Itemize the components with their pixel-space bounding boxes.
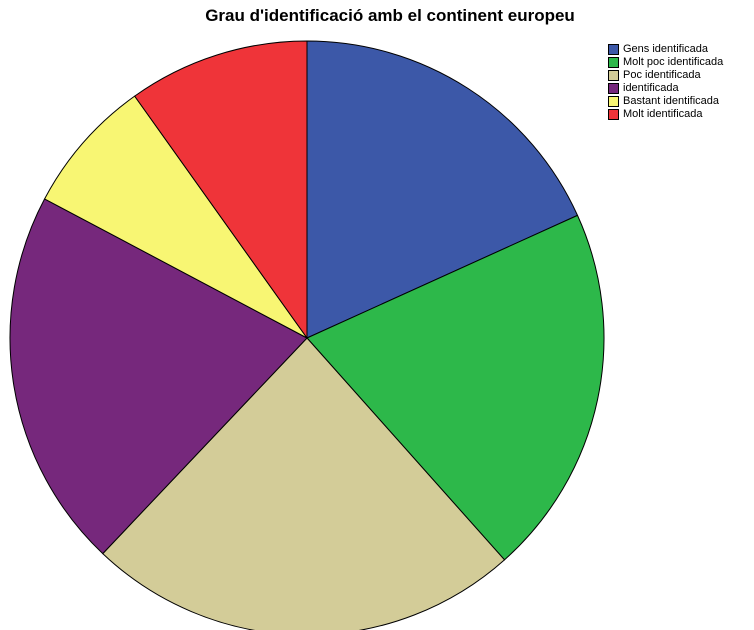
- chart-title: Grau d'identificació amb el continent eu…: [205, 6, 575, 25]
- legend-swatch: [608, 109, 619, 120]
- legend-item-molt-identificada: Molt identificada: [608, 108, 754, 121]
- chart-legend: Gens identificada Molt poc identificada …: [608, 43, 754, 121]
- legend-label: Molt poc identificada: [623, 56, 724, 68]
- legend-label: Poc identificada: [623, 69, 701, 81]
- legend-swatch: [608, 70, 619, 81]
- pie-slice-gens-identificada: [306, 40, 579, 339]
- pie-slice-identificada: [9, 198, 308, 555]
- legend-item-poc-identificada: Poc identificada: [608, 69, 754, 82]
- legend-item-gens-identificada: Gens identificada: [608, 43, 754, 56]
- legend-swatch: [608, 44, 619, 55]
- legend-item-molt-poc-identificada: Molt poc identificada: [608, 56, 754, 69]
- legend-swatch: [608, 57, 619, 68]
- legend-label: identificada: [623, 82, 679, 94]
- legend-label: Gens identificada: [623, 43, 708, 55]
- legend-label: Bastant identificada: [623, 95, 720, 107]
- pie-slice-bastant-identificada: [44, 95, 308, 339]
- legend-label: Molt identificada: [623, 108, 703, 120]
- pie-slice-molt-poc-identificada: [306, 214, 605, 561]
- legend-item-identificada: identificada: [608, 82, 754, 95]
- legend-item-bastant-identificada: Bastant identificada: [608, 95, 754, 108]
- pie-slice-molt-identificada: [134, 40, 308, 339]
- legend-swatch: [608, 83, 619, 94]
- legend-swatch: [608, 96, 619, 107]
- pie-slice-poc-identificada: [102, 337, 505, 630]
